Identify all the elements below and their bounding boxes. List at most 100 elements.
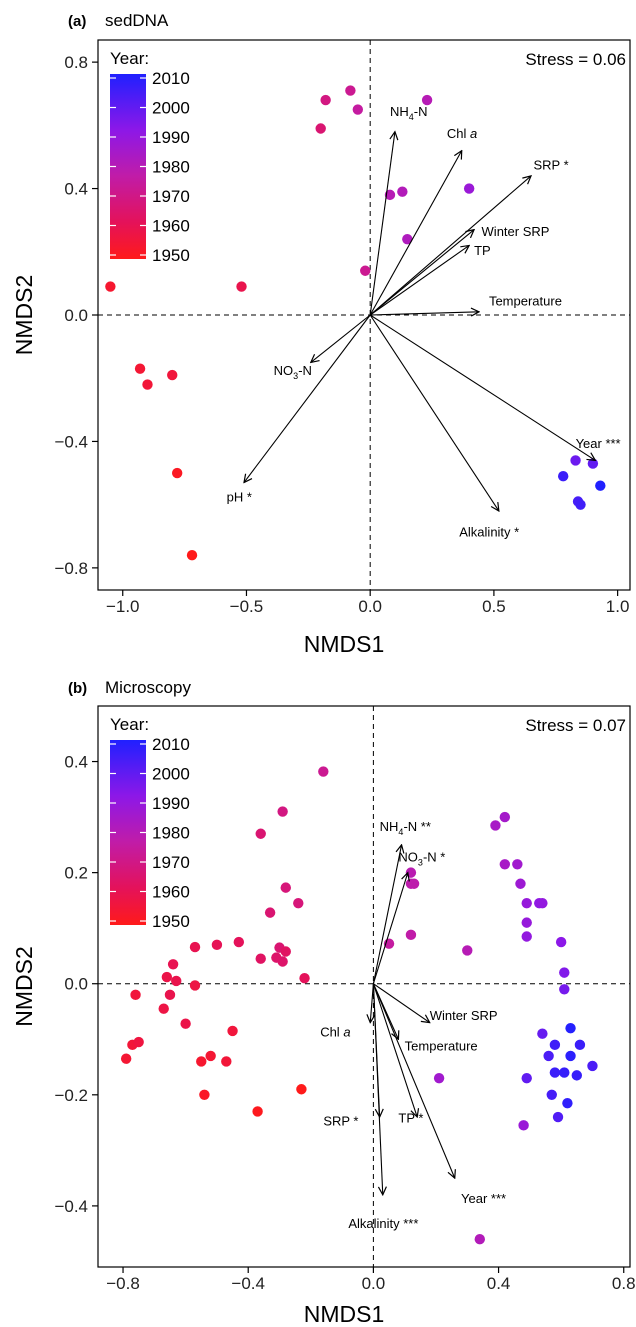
env-vector-arrow bbox=[372, 983, 382, 1195]
sample-point bbox=[299, 972, 310, 984]
env-vector-arrow bbox=[372, 983, 454, 1178]
legend-label: 1980 bbox=[152, 824, 190, 843]
y-tick-label: 0.4 bbox=[64, 753, 88, 772]
sample-point bbox=[433, 1072, 445, 1084]
sample-point bbox=[595, 480, 606, 491]
x-tick-label: −0.5 bbox=[230, 597, 264, 616]
sample-point bbox=[227, 1025, 238, 1037]
sample-point bbox=[587, 458, 599, 469]
sample-point bbox=[559, 967, 570, 978]
env-vector-arrow bbox=[244, 314, 371, 483]
env-vector-label: TP * bbox=[398, 1111, 423, 1126]
sample-point bbox=[463, 183, 475, 194]
sample-point bbox=[559, 1067, 570, 1078]
sample-point bbox=[186, 550, 198, 561]
sample-point bbox=[587, 1060, 598, 1072]
env-vector-label: NH4-N bbox=[390, 104, 428, 122]
x-tick-label: 0.4 bbox=[487, 1274, 511, 1293]
y-tick-label: −0.4 bbox=[54, 432, 88, 451]
sample-point bbox=[384, 189, 396, 201]
x-axis-title: NMDS1 bbox=[304, 1301, 385, 1327]
sample-point bbox=[515, 878, 526, 889]
y-tick-label: −0.4 bbox=[54, 1197, 88, 1216]
sample-point bbox=[255, 828, 266, 839]
sample-point bbox=[233, 936, 245, 948]
sample-point bbox=[521, 1072, 532, 1084]
nmds-panel-a: (a) sedDNA −1.0 −0.5 0.0 0.5 1.0 −0.8 −0.4 0.0 0.4… bbox=[11, 11, 631, 657]
y-tick-label: 0.0 bbox=[64, 975, 88, 994]
env-vector-arrow bbox=[369, 132, 395, 316]
sample-point bbox=[120, 1053, 132, 1064]
sample-point bbox=[490, 820, 501, 831]
sample-point bbox=[180, 1018, 191, 1029]
y-tick-label: 0.0 bbox=[64, 306, 88, 325]
sample-point bbox=[171, 467, 183, 479]
sample-point bbox=[559, 984, 570, 995]
sample-point bbox=[280, 946, 291, 957]
y-tick-label: 0.2 bbox=[64, 864, 88, 883]
sample-point bbox=[211, 939, 223, 951]
env-vector-arrow bbox=[369, 314, 595, 460]
sample-point bbox=[277, 806, 288, 817]
sample-point bbox=[518, 1120, 529, 1131]
sample-point bbox=[205, 1050, 216, 1062]
sample-point bbox=[402, 233, 413, 245]
sample-point bbox=[196, 1056, 207, 1067]
sample-point bbox=[158, 1003, 169, 1014]
env-vector-label: TP bbox=[474, 243, 491, 258]
sample-point bbox=[130, 989, 141, 1001]
sample-point bbox=[565, 1022, 576, 1034]
env-vector-label: Winter SRP bbox=[482, 224, 550, 239]
env-vector-label: Alkalinity * bbox=[459, 524, 519, 539]
nmds-panel-b: (b) Microscopy −0.8 −0.4 0.0 0.4 0.8 −0.4 −0.2 0.… bbox=[11, 678, 636, 1327]
sample-point bbox=[252, 1106, 263, 1117]
y-tick-label: −0.8 bbox=[54, 559, 88, 578]
legend-label: 2010 bbox=[152, 69, 190, 88]
env-vector-arrow bbox=[370, 983, 373, 1023]
env-vector-arrow bbox=[369, 314, 499, 511]
legend-label: 1980 bbox=[152, 158, 190, 177]
legend-label: 1970 bbox=[152, 853, 190, 872]
legend-title: Year: bbox=[110, 49, 149, 68]
env-vector-label: Year *** bbox=[461, 1191, 506, 1206]
legend-label: 1950 bbox=[152, 246, 190, 265]
sample-point bbox=[571, 1070, 582, 1081]
sample-point bbox=[537, 1028, 548, 1039]
panel-title: sedDNA bbox=[105, 11, 169, 30]
sample-point bbox=[549, 1067, 561, 1078]
env-vector-arrow bbox=[369, 151, 462, 316]
sample-point bbox=[167, 369, 178, 381]
sample-point bbox=[171, 975, 182, 987]
legend-label: 1960 bbox=[152, 883, 190, 902]
sample-point bbox=[521, 897, 532, 909]
y-tick-label: 0.4 bbox=[64, 180, 88, 199]
legend-label: 1990 bbox=[152, 794, 190, 813]
sample-point bbox=[161, 971, 173, 983]
sample-point bbox=[167, 959, 179, 970]
env-vector-arrow bbox=[372, 873, 407, 984]
sample-point bbox=[521, 917, 532, 928]
legend-title: Year: bbox=[110, 715, 149, 734]
legend-label: 2010 bbox=[152, 735, 190, 754]
env-vector-label: NO3-N * bbox=[398, 850, 445, 868]
sample-point bbox=[345, 85, 356, 96]
y-axis-title: NMDS2 bbox=[11, 275, 37, 356]
env-vector-label: pH * bbox=[227, 489, 252, 504]
env-vector-label: Alkalinity *** bbox=[348, 1216, 418, 1231]
stress-label: Stress = 0.07 bbox=[525, 716, 626, 735]
sample-point bbox=[134, 363, 146, 374]
sample-point bbox=[405, 929, 417, 941]
sample-point bbox=[315, 123, 326, 134]
env-vector-label: Winter SRP bbox=[430, 1008, 498, 1023]
sample-point bbox=[164, 989, 176, 1001]
sample-point bbox=[293, 897, 304, 909]
legend-label: 1960 bbox=[152, 217, 190, 236]
env-vector-arrow bbox=[372, 983, 417, 1117]
env-vector-label: NO3-N bbox=[274, 363, 312, 381]
sample-point bbox=[318, 766, 329, 777]
sample-point bbox=[574, 1039, 586, 1051]
y-tick-label: −0.2 bbox=[54, 1086, 88, 1105]
env-vector-label: Year *** bbox=[576, 436, 621, 451]
sample-point bbox=[255, 953, 266, 964]
panel-letter: (a) bbox=[68, 13, 86, 30]
